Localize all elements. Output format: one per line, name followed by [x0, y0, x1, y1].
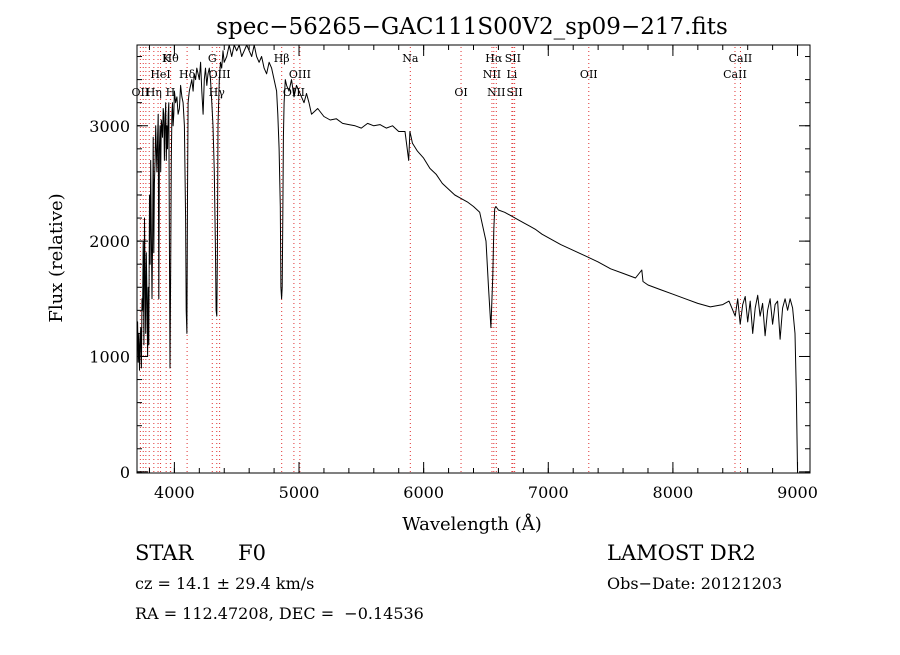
spectrum-series-line-0: [136, 44, 798, 470]
y-tick-label: 0: [120, 463, 130, 482]
line-label-17: Na: [402, 52, 419, 65]
x-tick-label: 7000: [528, 483, 569, 502]
line-label-14: Hβ: [274, 52, 290, 65]
line-label-20: Hα: [485, 52, 503, 65]
coordinates-label: RA = 112.47208, DEC = −0.14536: [135, 604, 424, 623]
line-label-11: G: [208, 52, 217, 65]
redshift-label: cz = 14.1 ± 29.4 km/s: [135, 574, 315, 593]
line-label-10: Hδ: [179, 68, 196, 81]
x-tick-label: 9000: [777, 483, 818, 502]
series-group: [136, 44, 798, 470]
chart-title: spec−56265−GAC111S00V2_sp09−217.fits: [216, 14, 728, 40]
line-label-23: SII: [505, 52, 521, 65]
x-tick-label: 5000: [279, 483, 320, 502]
line-markers: [139, 47, 741, 473]
line-label-16: OIII: [289, 68, 311, 81]
x-axis-label: Wavelength (Å): [402, 513, 542, 535]
x-tick-label: 6000: [403, 483, 444, 502]
line-label-19: NII: [483, 68, 501, 81]
line-label-0: OII: [132, 86, 150, 99]
line-label-15: OIII: [283, 86, 305, 99]
line-label-25: OII: [580, 68, 598, 81]
line-label-27: CaII: [729, 52, 753, 65]
line-label-7: K: [162, 52, 171, 65]
line-label-26: CaII: [723, 68, 747, 81]
line-label-6: HeI: [150, 68, 170, 81]
spectral-subclass-label: F0: [238, 541, 266, 565]
axis-ticks: 4000 5000 6000 7000 8000 9000 0 1000 2000 3000: [89, 45, 818, 502]
plot-frame: [136, 44, 811, 474]
line-labels: OIIHηHeIKHθHHδGHγOIIIHβOIIIOIIINaOINIIHα…: [132, 52, 753, 99]
x-tick-label: 8000: [653, 483, 694, 502]
obs-date-label: Obs−Date: 20121203: [607, 574, 783, 593]
y-tick-label: 2000: [89, 232, 130, 251]
line-label-21: NII: [487, 86, 505, 99]
y-tick-label: 3000: [89, 117, 130, 136]
x-tick-label: 4000: [154, 483, 195, 502]
line-label-12: Hγ: [209, 86, 226, 99]
y-tick-label: 1000: [89, 347, 130, 366]
line-label-22: Li: [506, 68, 517, 81]
line-label-18: OI: [454, 86, 467, 99]
line-label-24: SII: [507, 86, 523, 99]
object-class-label: STAR: [135, 541, 194, 565]
line-label-4: Hη: [146, 86, 162, 99]
survey-label: LAMOST DR2: [607, 541, 756, 565]
line-label-13: OIII: [209, 68, 231, 81]
line-label-8: Hθ: [163, 52, 180, 65]
y-axis-label: Flux (relative): [46, 193, 67, 322]
line-label-9: H: [166, 86, 176, 99]
